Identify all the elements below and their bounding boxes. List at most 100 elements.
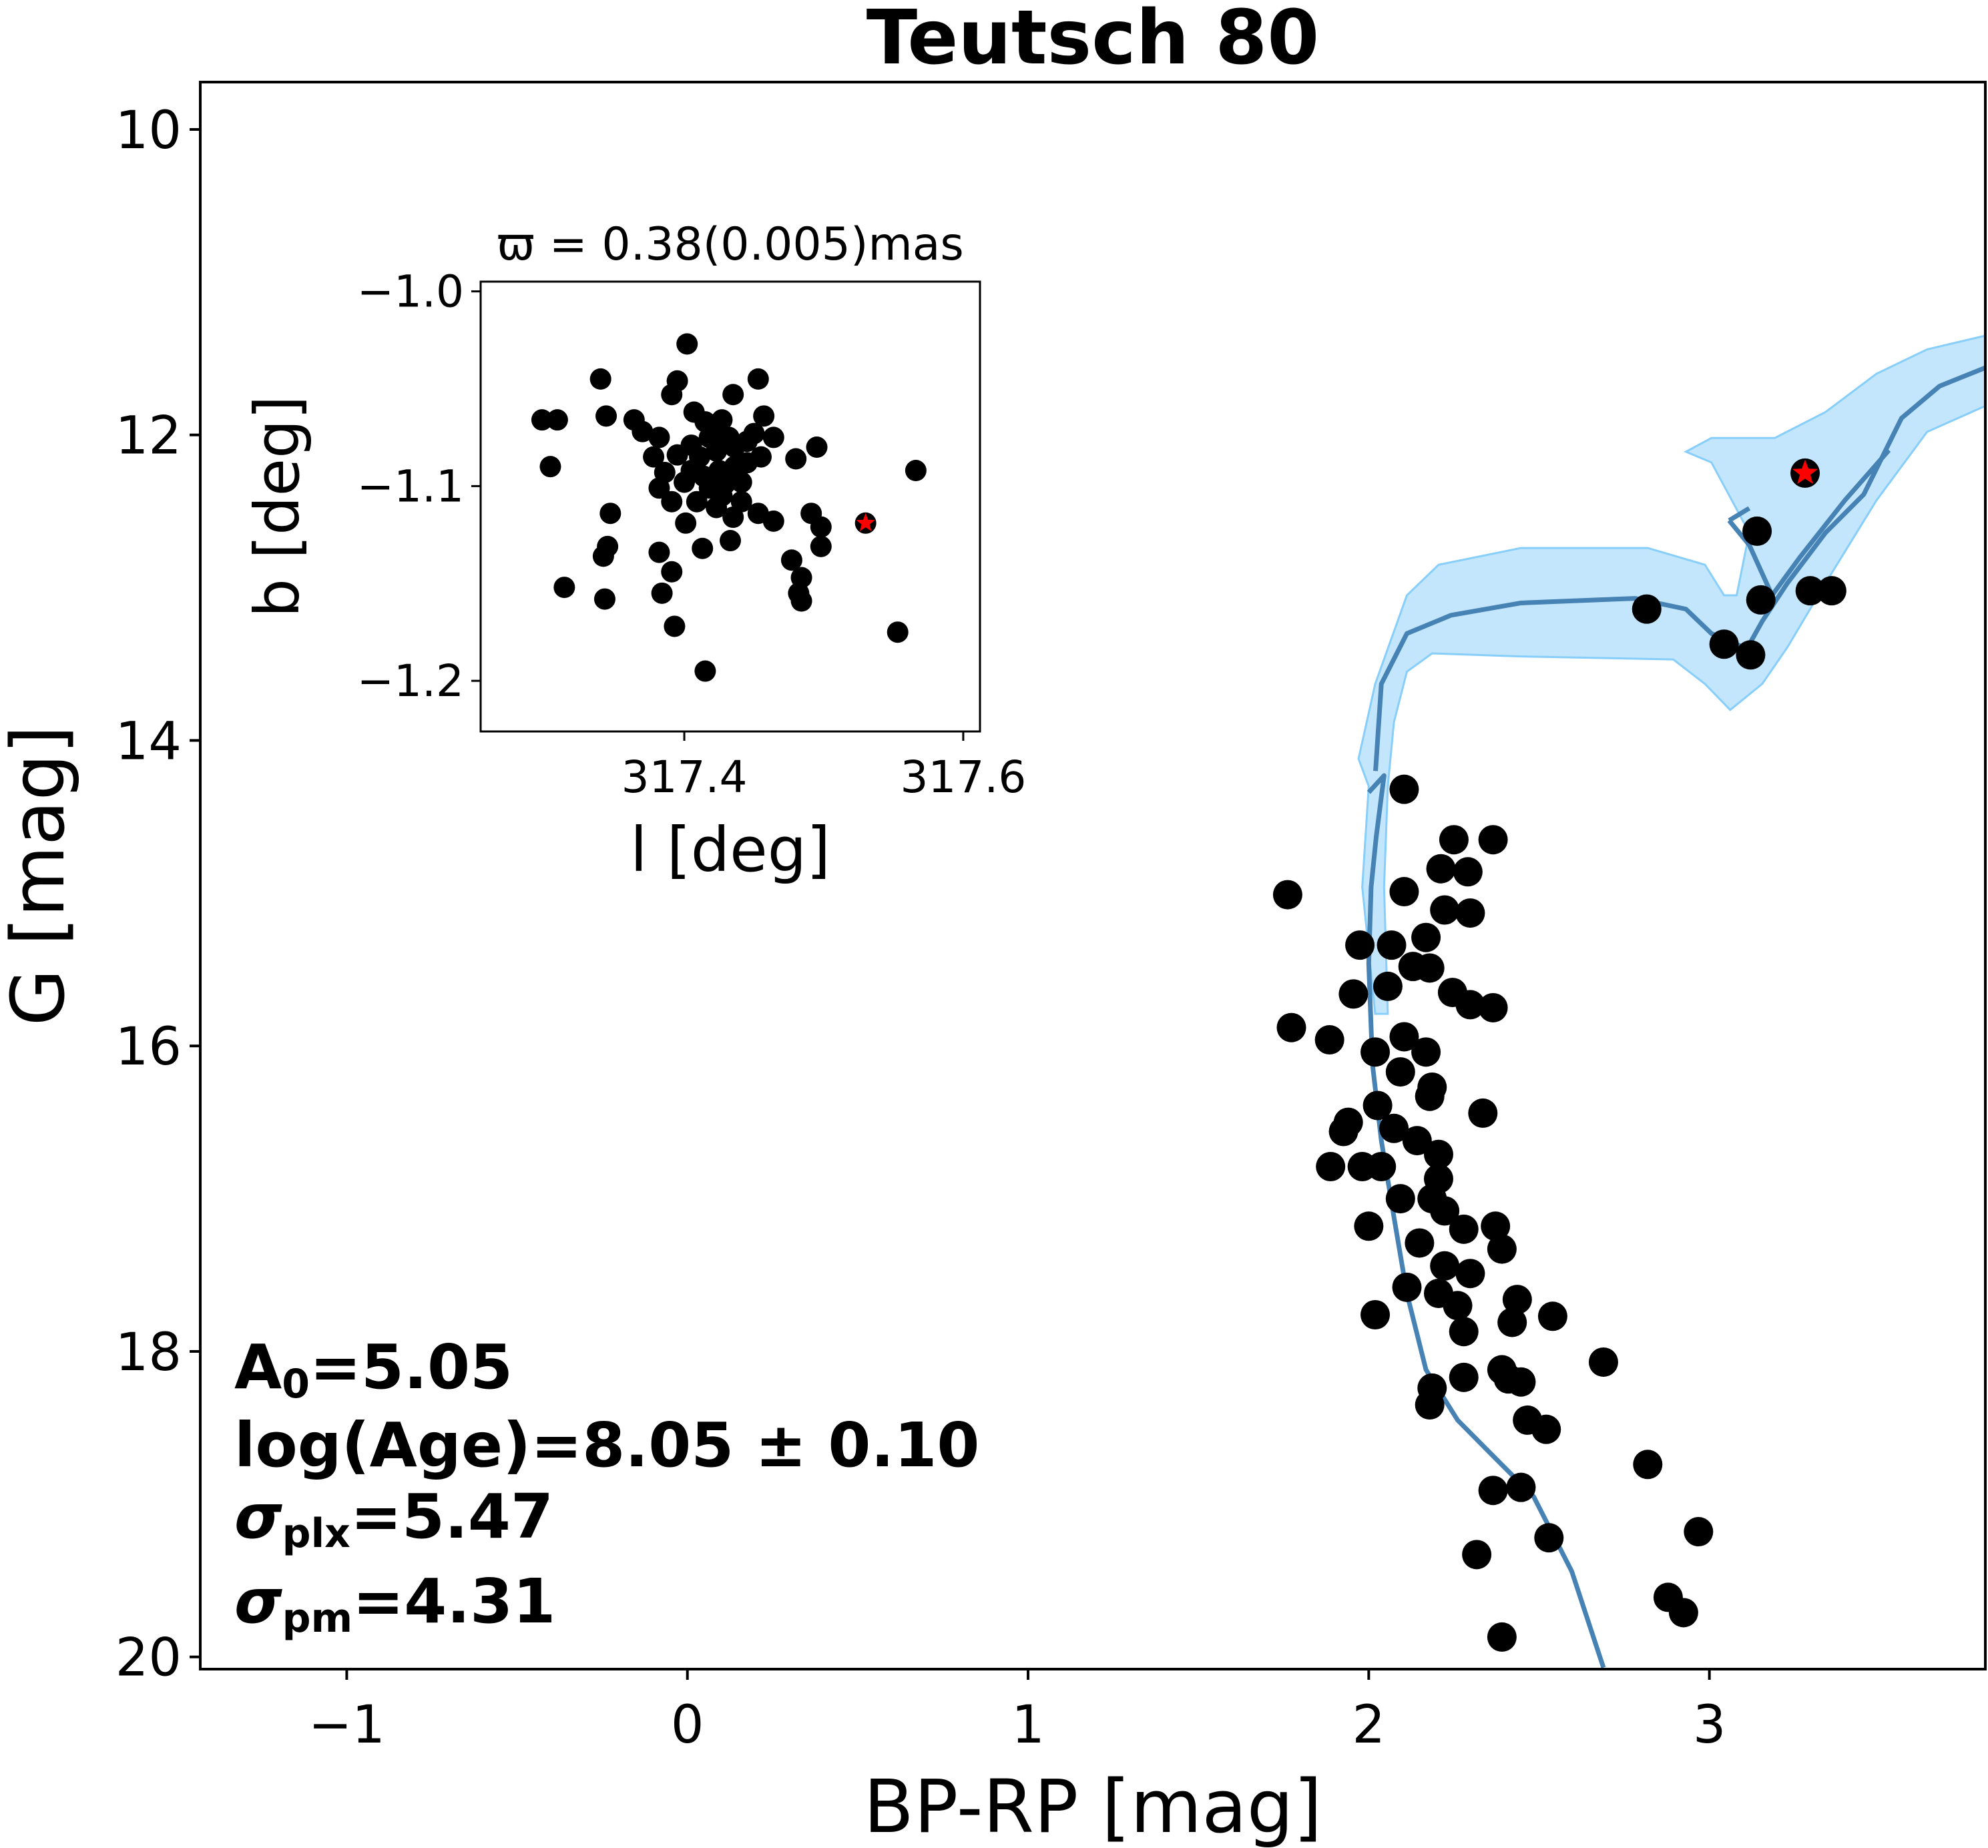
x-tick-label: 3	[1693, 1695, 1726, 1755]
data-point	[1392, 1272, 1422, 1302]
inset-data-point	[706, 497, 728, 519]
data-point	[1272, 880, 1302, 910]
data-point	[1487, 1234, 1517, 1264]
data-point	[1506, 1367, 1536, 1397]
chart-title: Teutsch 80	[866, 0, 1319, 81]
data-point	[1430, 1196, 1460, 1226]
data-point	[1668, 1598, 1698, 1628]
data-point	[1455, 898, 1485, 928]
isochrone-uncertainty-band	[1357, 334, 1985, 1015]
plot-frame	[199, 81, 1987, 1670]
data-point	[1389, 774, 1419, 804]
y-tick-label: 12	[115, 406, 182, 467]
y-tick-label: 16	[115, 1017, 182, 1077]
inset-data-point	[785, 448, 807, 470]
data-point	[1537, 1301, 1567, 1331]
inset-data-point	[676, 333, 698, 355]
inset-data-point	[750, 446, 772, 468]
inset-data-point	[666, 444, 688, 466]
inset-data-point	[806, 436, 828, 458]
inset-data-point	[753, 405, 775, 427]
inset-data-point	[722, 384, 744, 406]
data-point	[1411, 922, 1441, 952]
inset-data-point	[654, 461, 676, 483]
data-point	[1366, 1152, 1397, 1182]
data-point	[1462, 1540, 1492, 1570]
data-point	[1478, 825, 1508, 855]
data-point	[1411, 1037, 1441, 1067]
inset-y-tick-label: −1.1	[357, 460, 464, 512]
inset-x-tick-label: 317.4	[622, 751, 748, 803]
data-point	[1405, 1228, 1435, 1258]
inset-data-point	[648, 426, 670, 448]
inset-data-point	[531, 409, 553, 431]
inset-data-point	[674, 471, 696, 493]
inset-background	[481, 282, 980, 731]
data-point	[1449, 1362, 1479, 1392]
inset-data-point	[694, 660, 716, 682]
inset-data-point	[905, 460, 927, 482]
data-point	[1316, 1152, 1346, 1182]
annotation-sigma-plx: σplx=5.47	[234, 1481, 553, 1557]
inset-data-point	[747, 368, 769, 390]
data-point	[1478, 992, 1508, 1022]
annotation-sigma-pm: σpm=4.31	[234, 1566, 555, 1642]
inset-data-point	[539, 456, 561, 478]
inset-data-point	[810, 516, 832, 538]
inset-y-label: b [deg]	[242, 396, 313, 618]
inset-data-point	[790, 590, 812, 612]
inset-data-point	[720, 530, 741, 552]
data-point	[1502, 1285, 1532, 1315]
inset-data-point	[686, 491, 708, 513]
data-point	[1377, 930, 1407, 960]
isochrone-line	[1727, 448, 1891, 598]
inset-data-point	[714, 473, 736, 495]
inset-frame	[479, 280, 981, 733]
y-tick-label: 14	[115, 711, 182, 772]
y-tick-label: 10	[115, 101, 182, 161]
y-tick-label: 18	[115, 1323, 182, 1383]
data-point	[1684, 1517, 1714, 1547]
inset-data-point	[553, 577, 575, 599]
inset-data-point	[666, 370, 688, 392]
inset-data-point	[743, 422, 765, 444]
data-point	[1736, 640, 1766, 670]
data-point	[1385, 1057, 1415, 1087]
highlight-star-icon	[1792, 459, 1818, 485]
data-point	[1455, 990, 1485, 1020]
data-point	[1816, 576, 1846, 606]
data-point	[1468, 1098, 1498, 1128]
data-point	[1385, 1184, 1415, 1214]
x-tick-label: 0	[671, 1695, 704, 1755]
inset-data-point	[692, 537, 714, 559]
y-tick-label: 20	[115, 1628, 182, 1688]
inset-data-point	[599, 503, 622, 525]
data-point	[1531, 1414, 1561, 1444]
data-point	[1430, 895, 1460, 925]
data-point	[1506, 1472, 1536, 1502]
data-point	[1588, 1347, 1618, 1377]
inset-data-point	[664, 615, 686, 637]
x-tick-label: 1	[1011, 1695, 1045, 1755]
data-point	[1481, 1211, 1511, 1241]
data-point	[1430, 1251, 1460, 1281]
data-point	[1449, 1317, 1479, 1347]
inset-data-point	[589, 368, 611, 390]
data-point	[1439, 825, 1469, 855]
data-point	[1443, 1291, 1473, 1321]
uncertainty-band	[1357, 334, 1985, 1015]
inset-highlight-star-icon	[856, 513, 875, 531]
data-point	[1389, 877, 1419, 907]
data-point	[1426, 854, 1456, 884]
x-tick-label: 2	[1352, 1695, 1386, 1755]
data-point	[1633, 1450, 1663, 1480]
data-point	[1449, 1214, 1479, 1244]
data-point	[1338, 979, 1369, 1009]
inset-data-point	[675, 512, 697, 534]
data-point	[1362, 1091, 1393, 1121]
inset-x-label: l [deg]	[630, 814, 830, 886]
data-point	[1632, 594, 1662, 624]
inset-data-point	[730, 491, 752, 513]
inset-y-tick-label: −1.0	[357, 266, 464, 318]
